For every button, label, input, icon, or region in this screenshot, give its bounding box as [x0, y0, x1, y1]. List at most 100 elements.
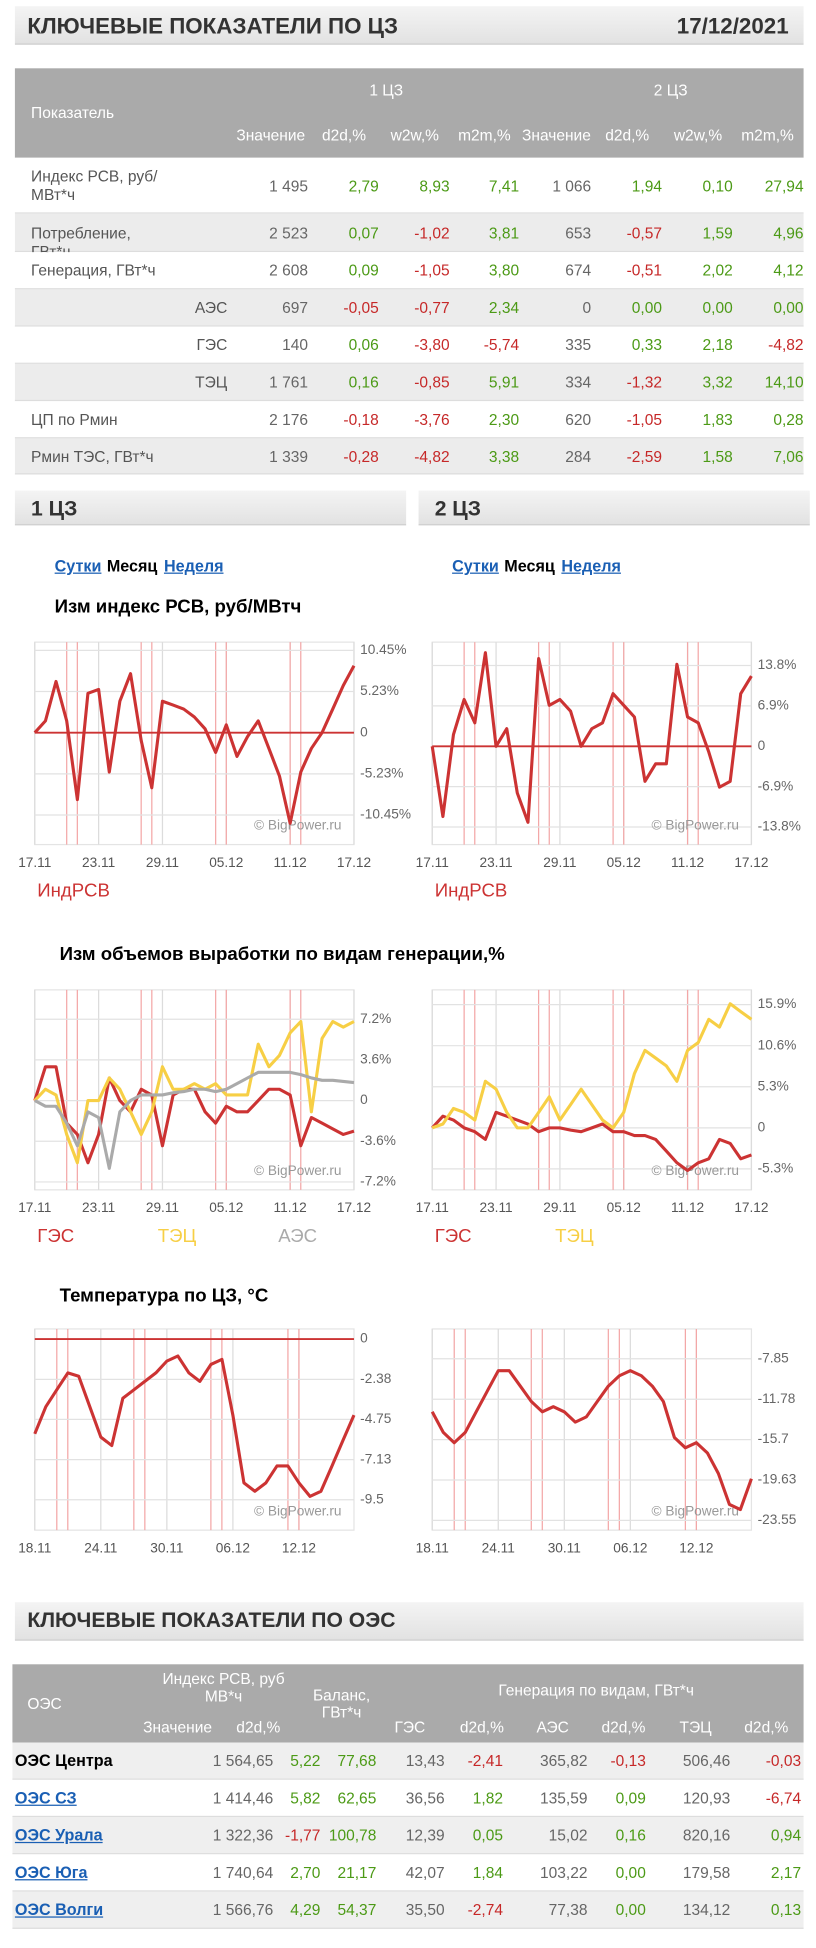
- oes-cell: 42,07: [405, 1864, 445, 1882]
- oes-cell: 12,39: [405, 1826, 445, 1845]
- x-tick-label: 24.11: [482, 1541, 515, 1556]
- period-link[interactable]: Сутки: [54, 556, 102, 576]
- oes-head-index: Индекс РСВ, руб МВ*ч: [162, 1670, 285, 1706]
- oes-head-balance: Баланс, ГВт*ч: [312, 1686, 371, 1722]
- x-tick-label: 29.11: [146, 1200, 179, 1215]
- y-tick-label: -23.55: [758, 1512, 797, 1527]
- oes-link[interactable]: ОЭС СЗ: [14, 1788, 77, 1808]
- table-cell: 2 523: [269, 224, 309, 242]
- oes-cell: 13,43: [405, 1752, 445, 1770]
- table-cell: -2,59: [626, 447, 662, 466]
- y-tick-label: 0: [360, 724, 368, 739]
- plot-frame: [34, 1328, 355, 1531]
- table-cell: 0,00: [773, 299, 804, 317]
- oes-link[interactable]: ОЭС Урала: [14, 1825, 103, 1845]
- y-tick-label: 10.45%: [360, 642, 406, 657]
- oes-cell: 0,13: [770, 1901, 802, 1919]
- oes-cell: 36,56: [405, 1789, 445, 1808]
- y-tick-label: 5.3%: [758, 1078, 789, 1093]
- table-cell: -1,05: [414, 262, 450, 280]
- legend-label: ГЭС: [37, 1225, 74, 1246]
- watermark: © BigPower.ru: [651, 1163, 739, 1178]
- row-label: ГЭС: [196, 336, 228, 354]
- oes-cell: 62,65: [337, 1789, 377, 1808]
- oes-link[interactable]: ОЭС Юга: [14, 1863, 88, 1882]
- legend-label: ТЭЦ: [158, 1225, 197, 1246]
- table-cell: 674: [565, 262, 592, 280]
- table-cell: -0,77: [414, 299, 450, 317]
- chart-title: Температура по ЦЗ, °С: [59, 1285, 269, 1307]
- oes-cell: 1,84: [472, 1864, 504, 1882]
- oes-column-label: ТЭЦ: [679, 1718, 712, 1737]
- x-tick-label: 11.12: [671, 1200, 704, 1215]
- table-cell: 14,10: [764, 373, 804, 392]
- table-cell: 0,10: [702, 176, 733, 195]
- oes-column-label: Значение: [143, 1718, 213, 1737]
- oes-cell: 820,16: [682, 1826, 731, 1845]
- oes-cell: 2,70: [290, 1864, 321, 1882]
- table-cell: 0: [582, 299, 592, 317]
- oes-cell: 4,29: [290, 1901, 321, 1919]
- oes-cell: 100,78: [328, 1826, 377, 1845]
- table-cell: -4,82: [414, 447, 450, 466]
- x-tick-label: 23.11: [479, 1200, 512, 1215]
- oes-cell: 5,82: [290, 1789, 321, 1808]
- x-tick-label: 24.11: [84, 1541, 117, 1556]
- table-cell: 0,06: [348, 336, 379, 354]
- zone-title: 2 ЦЗ: [434, 496, 481, 521]
- series-line: [431, 1002, 753, 1130]
- x-tick-label: 06.12: [216, 1541, 250, 1556]
- row-label: Индекс РСВ, руб/МВт*ч: [31, 167, 158, 204]
- table-cell: 0,00: [702, 299, 733, 317]
- column-label: m2m,%: [741, 126, 794, 145]
- table-cell: 7,41: [488, 176, 520, 195]
- x-tick-label: 17.12: [734, 855, 768, 870]
- x-tick-label: 29.11: [543, 1200, 576, 1215]
- table-cell: 2 608: [269, 262, 309, 280]
- period-link[interactable]: Сутки: [452, 556, 499, 576]
- y-tick-label: 0: [360, 1331, 368, 1346]
- oes-name: ОЭС Центра: [14, 1751, 113, 1770]
- oes-link[interactable]: ОЭС Волги: [14, 1900, 104, 1919]
- table-cell: 1,83: [702, 411, 733, 429]
- table-cell: 7,06: [773, 447, 804, 466]
- oes-column-label: d2d,%: [744, 1718, 789, 1737]
- report-date: 17/12/2021: [676, 13, 789, 39]
- x-tick-label: 11.12: [274, 855, 307, 870]
- x-tick-label: 29.11: [146, 855, 179, 870]
- table-cell: 2,18: [702, 336, 733, 354]
- oes-cell: 1 414,46: [212, 1789, 274, 1808]
- y-tick-label: -19.63: [758, 1472, 797, 1487]
- oes-column-label: АЭС: [536, 1718, 569, 1737]
- column-label: m2m,%: [458, 126, 511, 145]
- oes-cell: 1 566,76: [212, 1901, 274, 1919]
- x-tick-label: 29.11: [543, 855, 576, 870]
- oes-row: [12, 1742, 804, 1780]
- oes-cell: 54,37: [337, 1901, 377, 1919]
- table-row: [14, 213, 804, 253]
- table-cell: 335: [565, 336, 592, 354]
- chart-title: Изм индекс РСВ, руб/МВтч: [54, 596, 302, 618]
- x-tick-label: 12.12: [282, 1541, 316, 1556]
- period-link[interactable]: Неделя: [163, 556, 224, 576]
- table-cell: 1 761: [269, 373, 309, 392]
- table-cell: -3,80: [414, 336, 450, 354]
- y-tick-label: -15.7: [758, 1431, 789, 1446]
- x-tick-label: 18.11: [18, 1541, 51, 1556]
- table-cell: -4,82: [768, 336, 804, 354]
- table-row: [14, 289, 804, 327]
- x-tick-label: 12.12: [679, 1541, 713, 1556]
- oes-cell: 0,05: [472, 1826, 504, 1845]
- oes-cell: 0,94: [770, 1826, 802, 1845]
- period-link[interactable]: Неделя: [561, 556, 621, 576]
- table-cell: 3,38: [488, 447, 520, 466]
- series-line: [430, 651, 753, 824]
- group-label: 1 ЦЗ: [369, 81, 404, 100]
- zone-title: 1 ЦЗ: [31, 496, 78, 521]
- watermark: © BigPower.ru: [254, 1163, 342, 1178]
- table-header: [14, 68, 804, 158]
- legend-label: ИндРСВ: [435, 880, 508, 901]
- oes-cell: 1 322,36: [212, 1826, 274, 1845]
